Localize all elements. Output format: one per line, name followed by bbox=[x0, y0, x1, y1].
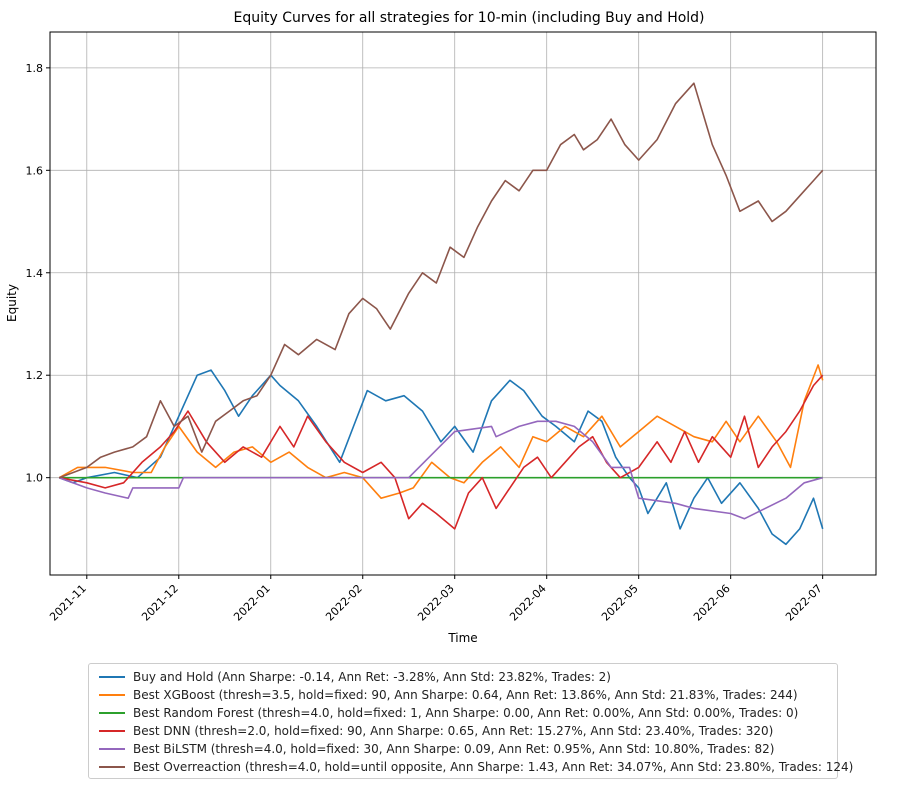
legend-label: Buy and Hold (Ann Sharpe: -0.14, Ann Ret… bbox=[133, 670, 611, 684]
legend-swatch bbox=[99, 694, 125, 696]
chart-legend: Buy and Hold (Ann Sharpe: -0.14, Ann Ret… bbox=[88, 663, 853, 779]
x-tick-label: 2021-12 bbox=[139, 582, 181, 624]
chart-title: Equity Curves for all strategies for 10-… bbox=[233, 10, 704, 26]
legend-entry: Buy and Hold (Ann Sharpe: -0.14, Ann Ret… bbox=[99, 668, 827, 686]
legend-entry: Best DNN (thresh=2.0, hold=fixed: 90, An… bbox=[99, 722, 827, 740]
x-tick-label: 2021-11 bbox=[47, 582, 89, 624]
series-line bbox=[59, 374, 824, 530]
plot-area-frame bbox=[49, 31, 877, 576]
legend-label: Best BiLSTM (thresh=4.0, hold=fixed: 30,… bbox=[133, 742, 775, 756]
y-tick-label: 1.4 bbox=[26, 267, 44, 280]
x-tick-label: 2022-01 bbox=[231, 582, 273, 624]
series-line bbox=[58, 82, 824, 479]
y-axis-label: Equity bbox=[5, 284, 19, 322]
legend-entry: Best BiLSTM (thresh=4.0, hold=fixed: 30,… bbox=[99, 740, 827, 758]
x-axis-ticks: 2021-11 2021-12 2022-01 2022-02 2022-03 2022-… bbox=[47, 575, 825, 624]
legend-label: Best DNN (thresh=2.0, hold=fixed: 90, An… bbox=[133, 724, 774, 738]
legend-label: Best Overreaction (thresh=4.0, hold=unti… bbox=[133, 760, 854, 774]
x-tick-label: 2022-06 bbox=[691, 582, 733, 624]
grid-lines bbox=[50, 32, 876, 575]
legend-swatch bbox=[99, 748, 125, 750]
legend-label: Best Random Forest (thresh=4.0, hold=fix… bbox=[133, 706, 799, 720]
y-tick-label: 1.6 bbox=[26, 164, 44, 177]
x-tick-label: 2022-04 bbox=[507, 582, 549, 624]
legend-entry: Best Random Forest (thresh=4.0, hold=fix… bbox=[99, 704, 827, 722]
legend-swatch bbox=[99, 676, 125, 678]
y-tick-label: 1.0 bbox=[26, 472, 44, 485]
x-tick-label: 2022-03 bbox=[415, 582, 457, 624]
x-tick-label: 2022-05 bbox=[599, 582, 641, 624]
legend-entry: Best XGBoost (thresh=3.5, hold=fixed: 90… bbox=[99, 686, 827, 704]
x-tick-label: 2022-02 bbox=[323, 582, 365, 624]
y-axis-ticks: 1.0 1.2 1.4 1.6 1.8 bbox=[26, 62, 50, 485]
y-tick-label: 1.8 bbox=[26, 62, 44, 75]
x-tick-label: 2022-07 bbox=[783, 582, 825, 624]
x-axis-label: Time bbox=[447, 631, 477, 645]
y-tick-label: 1.2 bbox=[26, 369, 44, 382]
legend-swatch bbox=[99, 712, 125, 714]
legend-label: Best XGBoost (thresh=3.5, hold=fixed: 90… bbox=[133, 688, 798, 702]
legend-swatch bbox=[99, 766, 125, 768]
series-line bbox=[58, 420, 823, 520]
series-lines bbox=[58, 82, 824, 546]
legend-entry: Best Overreaction (thresh=4.0, hold=unti… bbox=[99, 758, 853, 776]
chart-canvas: Equity Curves for all strategies for 10-… bbox=[5, 10, 877, 645]
series-line bbox=[58, 364, 824, 500]
legend-swatch bbox=[99, 730, 125, 732]
